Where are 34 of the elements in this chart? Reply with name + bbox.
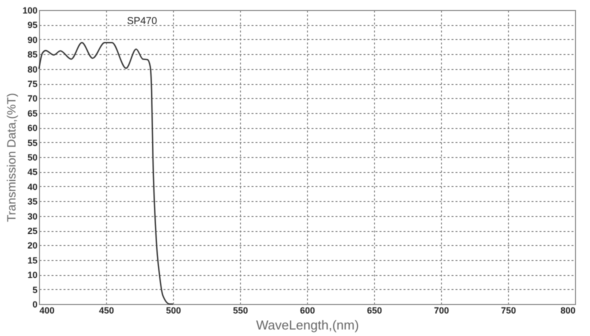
y-tick-label: 0 xyxy=(32,300,38,310)
x-tick-label: 700 xyxy=(434,306,450,316)
y-tick-label: 60 xyxy=(27,123,38,134)
y-tick-label: 90 xyxy=(27,34,38,45)
y-tick-label: 50 xyxy=(27,152,38,162)
y-tick-label: 20 xyxy=(27,240,38,251)
y-tick-label: 85 xyxy=(27,50,38,60)
annotation: SP470 xyxy=(127,16,158,27)
y-tick-label: 40 xyxy=(27,182,38,192)
y-tick-label: 55 xyxy=(27,138,38,148)
x-tick-label: 600 xyxy=(300,306,316,316)
x-tick-label: 400 xyxy=(40,306,55,316)
y-axis-title: Transmission Data,(%T) xyxy=(4,93,18,222)
y-tick-label: 10 xyxy=(27,270,38,280)
x-axis-title: WaveLength,(nm) xyxy=(256,318,359,332)
y-tick-label: 25 xyxy=(27,226,38,236)
y-tick-label: 75 xyxy=(27,79,38,89)
y-tick-label: 95 xyxy=(27,20,38,30)
y-tick-label: 35 xyxy=(27,196,38,207)
y-tick-label: 70 xyxy=(27,94,38,104)
y-tick-label: 30 xyxy=(27,211,38,222)
x-tick-label: 550 xyxy=(232,306,248,316)
line-series xyxy=(38,42,174,305)
y-tick-label: 100 xyxy=(22,6,38,16)
y-tick-label: 15 xyxy=(27,255,38,266)
x-tick-label: 500 xyxy=(166,306,182,316)
x-tick-label: 750 xyxy=(500,306,516,316)
y-tick-label: 45 xyxy=(27,167,38,178)
y-tick-label: 65 xyxy=(27,108,38,118)
x-tick-label: 450 xyxy=(98,306,114,316)
x-tick-label: 800 xyxy=(560,306,576,316)
y-tick-label: 80 xyxy=(27,64,38,74)
x-tick-label: 650 xyxy=(366,306,382,316)
y-tick-label: 5 xyxy=(32,284,38,295)
